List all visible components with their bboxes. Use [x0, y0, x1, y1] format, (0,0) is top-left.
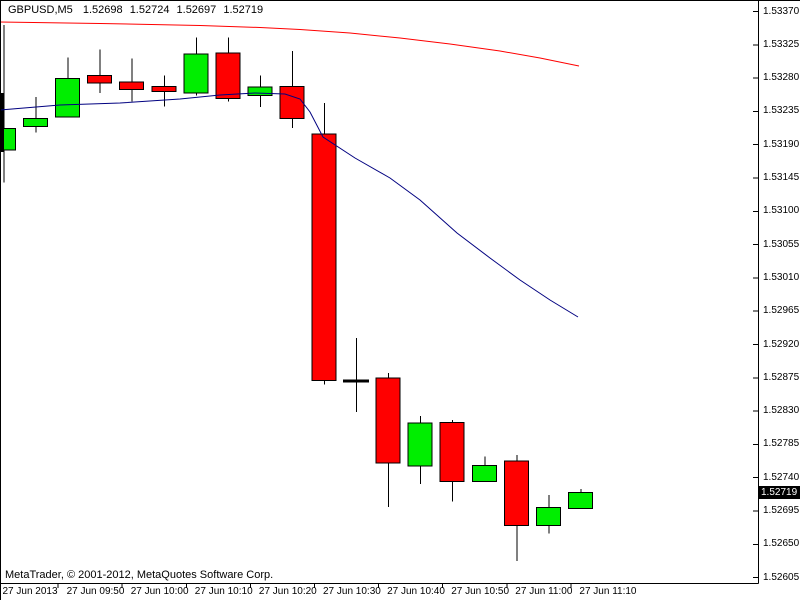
candle-body-5 [151, 85, 177, 93]
price-axis-label: 1.52740 [763, 471, 800, 483]
price-axis-label: 1.53055 [763, 238, 800, 250]
close-value: 1.52719 [223, 4, 264, 16]
candle-body-4 [119, 81, 145, 90]
candle-body-2 [55, 77, 81, 118]
candle-body-15 [471, 464, 497, 483]
price-axis-label: 1.53370 [763, 5, 800, 17]
time-axis-label: 27 Jun 10:30 [323, 586, 381, 597]
time-axis-label: 27 Jun 09:50 [66, 586, 125, 597]
candle-body-7 [215, 52, 241, 99]
current-price-tag: 1.52719 [758, 486, 800, 500]
current-price-value: 1.52719 [761, 487, 798, 499]
time-axis-label: 27 Jun 10:20 [258, 586, 317, 597]
time-axis-label: 27 Jun 11:00 [515, 586, 573, 597]
candle-doji-11 [343, 379, 370, 383]
candle-body-10 [311, 133, 337, 381]
candle-body-9 [279, 85, 305, 119]
price-axis-label: 1.52965 [763, 305, 800, 317]
price-axis-label: 1.53145 [763, 172, 800, 183]
price-axis-label: 1.52830 [763, 405, 800, 417]
price-axis-label: 1.52785 [763, 438, 800, 450]
price-axis-label: 1.52875 [763, 371, 800, 383]
candle-body-13 [407, 422, 433, 467]
price-axis-label: 1.53010 [763, 271, 800, 283]
price-axis-label: 1.53280 [763, 72, 800, 84]
candle-body-12 [375, 377, 401, 464]
candle-body-14 [439, 421, 465, 483]
time-axis-label: 27 Jun 10:50 [451, 586, 510, 597]
time-axis-label: 27 Jun 10:00 [130, 586, 189, 597]
price-axis-label: 1.53190 [763, 138, 800, 150]
clipped-edge-bar [0, 93, 4, 152]
price-axis-label: 1.53235 [763, 105, 800, 117]
price-axis-label: 1.52695 [763, 505, 800, 516]
low-value: 1.52697 [176, 4, 217, 16]
candle-body-3 [87, 74, 113, 84]
time-axis-label: 27 Jun 2013 [2, 586, 58, 597]
ma-fast-navy-line [0, 92, 579, 318]
candle-body-6 [183, 53, 209, 94]
candle-body-18 [567, 492, 593, 509]
chart-ohlc-header: GBPUSD,M5 1.52698 1.52724 1.52697 1.5271… [8, 4, 267, 16]
candle-body-8 [247, 86, 273, 96]
price-axis-label: 1.52605 [763, 571, 800, 583]
candle-body-16 [503, 460, 529, 526]
price-axis-label: 1.52920 [763, 338, 800, 350]
candle-body-17 [535, 507, 561, 526]
open-value: 1.52698 [82, 4, 123, 16]
time-axis-label: 27 Jun 10:10 [194, 586, 253, 597]
price-axis-label: 1.52650 [763, 538, 800, 550]
time-axis-label: 27 Jun 11:10 [579, 586, 637, 597]
copyright-watermark: MetaTrader, © 2001-2012, MetaQuotes Soft… [5, 569, 274, 581]
symbol-period-label: GBPUSD,M5 [8, 4, 73, 16]
ma-slow-red-line [0, 21, 580, 67]
time-axis-label: 27 Jun 10:40 [387, 586, 445, 597]
candle-body-1 [23, 117, 49, 127]
high-value: 1.52724 [129, 4, 170, 16]
price-axis-label: 1.53325 [763, 38, 800, 50]
price-axis-label: 1.53100 [763, 205, 800, 217]
